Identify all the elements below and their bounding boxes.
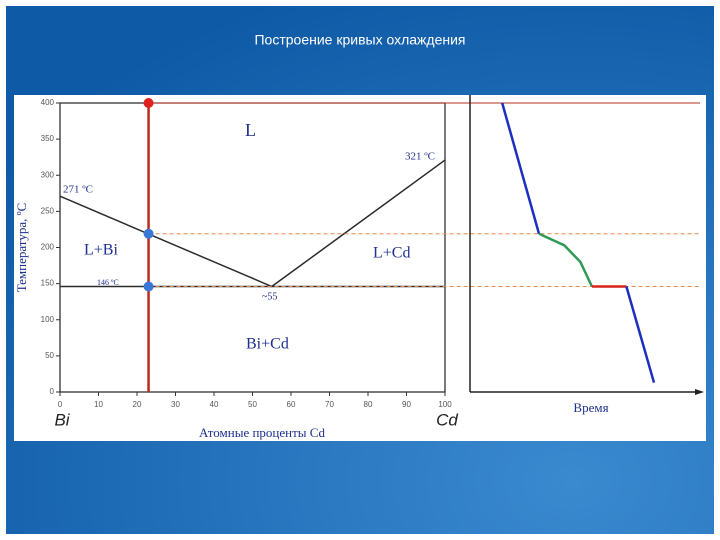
annotation: Bi+Cd [246,336,289,353]
y-axis-label: Температура, ºC [14,203,29,293]
line-series [538,232,594,288]
x-tick-label: 20 [133,400,142,409]
y-tick-label: 100 [41,315,55,324]
line-series [625,286,656,383]
annotation: 271 ºC [63,184,93,196]
x-tick-label: 100 [438,400,452,409]
slide-title: Построение кривых охлаждения [254,32,465,48]
y-tick-label: 300 [41,170,55,179]
annotation: ~55 [262,291,277,302]
x-tick-label: 50 [248,400,257,409]
y-tick-label: 400 [41,98,55,107]
annotation: L+Cd [373,245,410,262]
point [143,281,154,292]
x-tick-label: 80 [364,400,373,409]
annotation: L+Bi [84,242,118,259]
point [143,98,154,108]
x-end-label: Cd [436,410,458,429]
y-tick-label: 150 [41,279,55,288]
annotation: L [245,120,256,140]
x-tick-label: 40 [210,400,219,409]
figure-panel [14,95,706,441]
point [143,228,154,239]
annotation: 146 ºC [97,278,119,287]
annotation: 321 ºC [405,151,435,163]
x-tick-label: 0 [58,400,63,409]
x-tick-label: 60 [287,400,296,409]
x-tick-label: 90 [402,400,411,409]
y-tick-label: 200 [41,243,55,252]
x-tick-label: 30 [171,400,180,409]
y-tick-label: 350 [41,134,55,143]
line-series [500,102,541,235]
x-axis-label: Атомные проценты Cd [199,425,325,440]
x-axis-label: Время [573,400,608,415]
y-tick-label: 50 [45,351,54,360]
y-tick-label: 250 [41,206,55,215]
x-tick-label: 10 [94,400,103,409]
x-tick-label: 70 [325,400,334,409]
y-tick-label: 0 [50,387,55,396]
x-end-label: Bi [54,410,70,429]
x-axis-arrow [695,389,704,395]
